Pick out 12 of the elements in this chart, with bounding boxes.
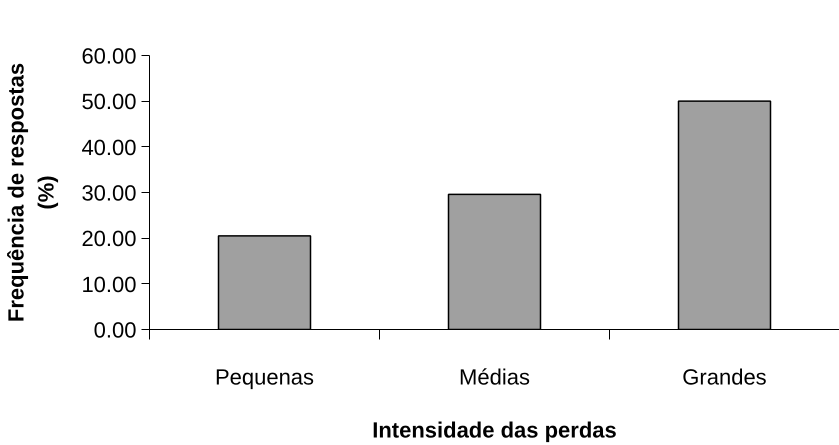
x-tick-label: Médias <box>459 364 530 390</box>
x-tick-label: Pequenas <box>214 364 314 390</box>
y-tick-label: 10.00 <box>81 272 137 297</box>
y-axis-title: Frequência de respostas (%) <box>3 62 58 322</box>
x-tick-label: Grandes <box>682 364 767 390</box>
y-tick-label: 0.00 <box>94 318 137 342</box>
x-axis-title: Intensidade das perdas <box>372 418 617 442</box>
y-tick-label: 40.00 <box>81 134 137 160</box>
y-tick-label: 30.00 <box>81 180 137 206</box>
y-tick-label: 50.00 <box>81 89 137 114</box>
y-tick-label: 60.00 <box>81 44 137 68</box>
y-tick-label: 20.00 <box>81 226 137 252</box>
